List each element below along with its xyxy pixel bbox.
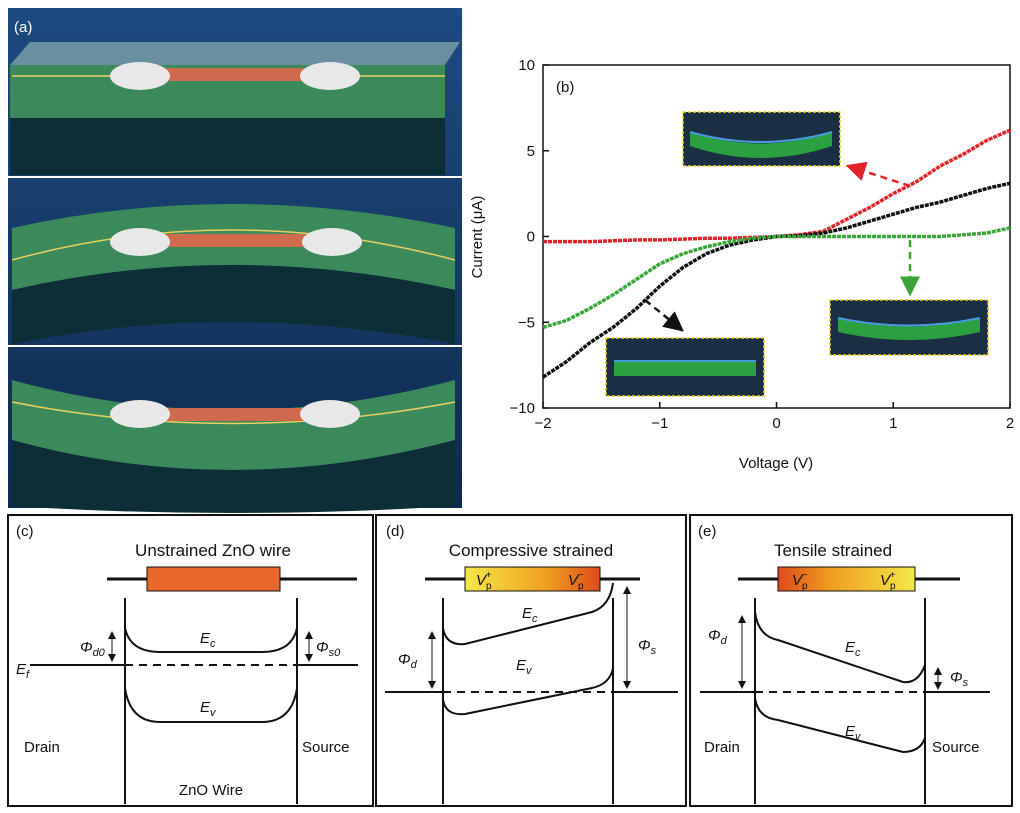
x-tick-label: −1: [651, 415, 668, 432]
conduction-band: [755, 612, 925, 682]
potential-label: Vp−: [568, 570, 584, 592]
barrier-label: Φs: [638, 637, 657, 657]
drain-label: Drain: [24, 739, 60, 756]
zno-wire: [150, 408, 320, 421]
contact: [110, 400, 170, 428]
potential-label: Vp+: [880, 570, 896, 592]
x-tick-label: −2: [534, 415, 551, 432]
source-label: Source: [932, 739, 980, 756]
substrate-top: [10, 42, 460, 65]
arrow: [848, 166, 910, 186]
x-tick-label: 0: [772, 415, 780, 432]
wire-label: ZnO Wire: [179, 782, 243, 799]
y-axis-title: Current (μA): [469, 196, 486, 279]
substrate-side: [10, 118, 445, 175]
y-tick-label: −10: [510, 400, 535, 417]
panel-title: Tensile strained: [774, 541, 892, 560]
panel-label: (e): [698, 523, 716, 540]
x-tick-label: 2: [1006, 415, 1014, 432]
y-tick-label: 5: [527, 143, 535, 160]
zno-wire: [150, 234, 320, 247]
panel-label: (d): [386, 523, 404, 540]
x-tick-label: 1: [889, 415, 897, 432]
y-tick-label: 10: [518, 57, 535, 74]
panel-label: (a): [14, 19, 32, 36]
zno-wire: [150, 68, 315, 81]
band-label: Ev: [200, 699, 217, 719]
panel-c: (c) Unstrained ZnO wire Ef Φd0 Ec Φs0 Ev…: [8, 515, 373, 806]
figure: (a) (b) Current (μA) Voltage (V) −2−1012…: [0, 0, 1020, 813]
potential-label: Vp+: [476, 570, 492, 592]
barrier-label: Φd0: [80, 639, 106, 659]
barrier-label: Φs: [950, 669, 969, 689]
barrier-label: Φd: [708, 627, 728, 647]
panel-title: Unstrained ZnO wire: [135, 541, 291, 560]
panel-label: (c): [16, 523, 34, 540]
y-tick-label: 0: [527, 229, 535, 246]
zno-wire: [147, 567, 280, 591]
arrow: [645, 300, 682, 330]
y-tick-label: −5: [518, 314, 535, 331]
barrier-label: Φs0: [316, 639, 341, 659]
contact: [110, 228, 170, 256]
inset-substrate: [614, 362, 756, 376]
contact: [110, 62, 170, 90]
band-label: Ec: [200, 630, 216, 650]
potential-label: Vp−: [792, 570, 808, 592]
insets: [606, 112, 988, 396]
band-label: Ec: [522, 605, 538, 625]
panel-label: (b): [556, 79, 574, 96]
x-axis-title: Voltage (V): [739, 455, 813, 472]
source-label: Source: [302, 739, 350, 756]
valence-band: [755, 698, 925, 752]
contact: [300, 400, 360, 428]
fermi-label: Ef: [16, 661, 30, 681]
contact: [300, 62, 360, 90]
panel-e: (e) Tensile strained Vp− Vp+ Φd Ec Φs Ev…: [690, 515, 1012, 806]
band-label: Ec: [845, 639, 861, 659]
contact: [302, 228, 362, 256]
panel-title: Compressive strained: [449, 541, 613, 560]
panel-a: (a): [8, 8, 462, 513]
drain-label: Drain: [704, 739, 740, 756]
panel-d: (d) Compressive strained Vp+ Vp− Φd Ec Φ…: [376, 515, 686, 806]
band-label: Ev: [516, 657, 533, 677]
barrier-label: Φd: [398, 651, 418, 671]
